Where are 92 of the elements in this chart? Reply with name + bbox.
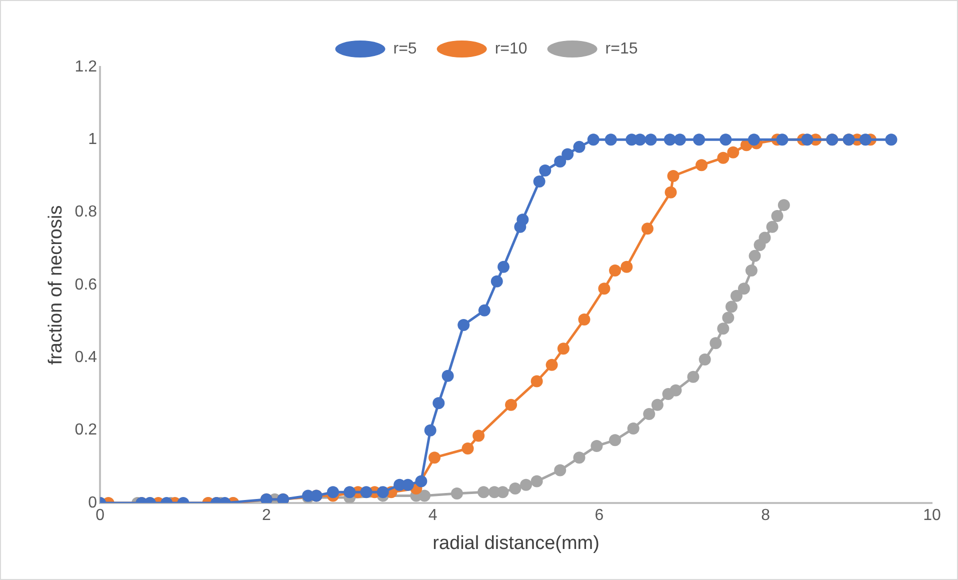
point (698, 353, 711, 366)
point (696, 159, 708, 172)
point (520, 478, 532, 491)
legend-label: r=15 (605, 40, 638, 58)
point (424, 424, 436, 436)
point (710, 337, 722, 350)
point (727, 146, 740, 158)
point (644, 134, 657, 146)
point (505, 398, 518, 411)
x-axis-title: radial distance(mm) (432, 532, 600, 554)
point (530, 475, 543, 488)
point (609, 434, 622, 446)
legend-label: r=5 (393, 40, 417, 58)
point (428, 452, 440, 464)
point (627, 422, 640, 435)
legend-label: r=10 (494, 40, 528, 58)
x-tick-label: 8 (761, 507, 770, 524)
point (693, 134, 706, 146)
point (533, 175, 546, 188)
y-tick-label: 0 (88, 494, 98, 512)
point (326, 486, 339, 498)
point (604, 134, 617, 146)
y-tick-label: 0.8 (74, 204, 98, 221)
point (738, 282, 750, 295)
point (478, 304, 490, 316)
point (748, 134, 760, 146)
point (670, 384, 682, 396)
point (717, 152, 730, 164)
point (722, 312, 734, 324)
point (590, 440, 603, 452)
point (587, 134, 600, 146)
x-tick-label: 4 (428, 507, 438, 524)
y-axis-title: fraction of necrosis (46, 205, 67, 365)
point (432, 397, 445, 410)
point (472, 430, 485, 442)
point (562, 148, 574, 160)
y-tick-label: 1.2 (74, 58, 98, 76)
point (478, 486, 490, 498)
point (717, 322, 730, 335)
point (344, 486, 356, 498)
point (667, 170, 680, 182)
point (458, 318, 470, 331)
point (771, 210, 784, 222)
point (509, 482, 522, 494)
point (720, 134, 732, 146)
y-tick-label: 0.4 (74, 349, 98, 366)
point (766, 220, 778, 233)
x-tick-label: 10 (923, 507, 941, 524)
point (360, 486, 372, 498)
point (442, 370, 454, 382)
point (554, 155, 566, 168)
point (778, 199, 790, 212)
point (664, 134, 676, 146)
point (573, 140, 586, 153)
point (539, 164, 552, 177)
point (651, 398, 664, 411)
point (745, 264, 758, 276)
point (450, 488, 463, 500)
point (462, 442, 474, 454)
point (664, 186, 677, 198)
point (726, 300, 738, 313)
point (490, 275, 503, 288)
point (415, 475, 428, 488)
x-tick-label: 6 (594, 507, 604, 524)
point (776, 134, 788, 146)
point (498, 260, 510, 273)
point (730, 290, 742, 302)
point (557, 342, 570, 355)
point (530, 375, 543, 388)
point (418, 490, 431, 502)
point (609, 264, 622, 276)
point (573, 452, 586, 464)
point (859, 134, 872, 146)
point (516, 214, 529, 226)
point (546, 358, 558, 371)
y-tick-label: 1 (88, 131, 98, 148)
point (758, 232, 771, 244)
point (687, 370, 700, 383)
y-tick-label: 0.2 (74, 422, 98, 439)
x-tick-label: 2 (262, 507, 271, 524)
point (643, 408, 656, 420)
point (674, 134, 686, 146)
point (748, 250, 761, 262)
point (885, 134, 898, 146)
point (376, 486, 389, 498)
point (554, 464, 566, 476)
point (641, 222, 654, 235)
point (598, 282, 610, 295)
y-tick-label: 0.6 (74, 276, 98, 294)
point (620, 260, 633, 273)
point (578, 314, 590, 326)
point (801, 134, 814, 146)
